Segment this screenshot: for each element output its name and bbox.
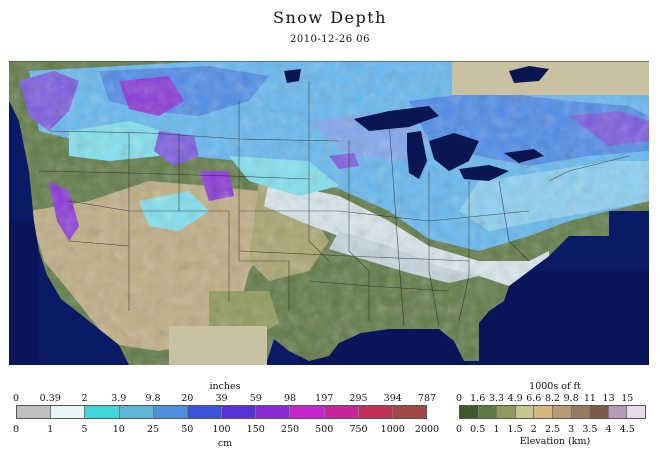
snow-bottom-tick-label: 25 [146, 424, 160, 435]
snow-swatch [392, 406, 427, 418]
snow-top-tick-label: 9.8 [145, 393, 161, 404]
elevation-swatch [497, 406, 516, 418]
elevation-swatch [627, 406, 645, 418]
elevation-colorbar [459, 405, 646, 419]
snow-top-tick-label: 295 [349, 393, 368, 404]
snow-top-tick-label: 2 [81, 393, 88, 404]
elevation-legend-label: Elevation (km) [519, 436, 591, 447]
snow-bottom-tick-label: 100 [212, 424, 231, 435]
snow-swatch [153, 406, 188, 418]
snow-depth-colorbar [16, 405, 427, 419]
elevation-top-tick-label: 4.9 [507, 393, 523, 404]
snow-bottom-tick-label: 500 [315, 424, 334, 435]
snow-bottom-tick-label: 1000 [380, 424, 405, 435]
elevation-top-tick-label: 15 [621, 393, 634, 404]
elevation-swatch [608, 406, 628, 418]
elevation-top-tick-label: 1.6 [470, 393, 486, 404]
snow-swatch [17, 406, 52, 418]
state-boundaries [38, 81, 630, 327]
snow-top-tick-label: 20 [181, 393, 194, 404]
elevation-bottom-tick-label: 0.5 [470, 424, 486, 435]
snow-bottom-tick-label: 5 [81, 424, 88, 435]
snow-bottom-tick-label: 0 [12, 424, 20, 435]
snow-top-tick-label: 0 [12, 393, 20, 404]
elevation-top-tick-label: 3.3 [488, 393, 504, 404]
elevation-bottom-tick-label: 4.5 [619, 424, 635, 435]
elevation-top-tick-label: 9.8 [563, 393, 579, 404]
elevation-bottom-tick-label: 0 [455, 424, 463, 435]
elevation-top-tick-label: 8.2 [544, 393, 561, 404]
elevation-swatch [534, 406, 553, 418]
snow-swatch [324, 406, 359, 418]
elevation-swatch [478, 406, 498, 418]
snow-depth-map [9, 61, 649, 365]
elevation-bottom-tick-label: 1.5 [507, 424, 523, 435]
elevation-bottom-tick-label: 2.5 [544, 424, 561, 435]
snow-swatch [51, 406, 86, 418]
snow-top-tick-label: 3.9 [111, 393, 127, 404]
snow-top-tick-label: 394 [383, 393, 402, 404]
elevation-bottom-tick-label: 3 [568, 424, 575, 435]
elevation-swatch [571, 406, 591, 418]
map-timestamp: 2010-12-26 06 [289, 34, 371, 45]
snow-top-tick-label: 197 [315, 393, 334, 404]
elevation-bottom-tick-label: 3.5 [582, 424, 598, 435]
snow-swatch [85, 406, 120, 418]
snow-swatch [187, 406, 223, 418]
snow-bottom-tick-label: 1 [47, 424, 54, 435]
elevation-top-tick-label: 6.6 [526, 393, 542, 404]
snow-swatch [119, 406, 154, 418]
elevation-top-tick-label: 13 [602, 393, 615, 404]
snow-bottom-tick-label: 10 [112, 424, 125, 435]
snow-bottom-tick-label: 2000 [414, 424, 440, 435]
snow-swatch [290, 406, 325, 418]
snow-legend-unit-cm: cm [217, 438, 233, 449]
elevation-legend-title: 1000s of ft [529, 381, 581, 392]
snow-swatch [358, 406, 393, 418]
snow-bottom-tick-label: 50 [181, 424, 194, 435]
elevation-top-tick-label: 11 [583, 393, 596, 404]
snow-top-tick-label: 0.39 [39, 393, 61, 404]
no-data-region [452, 61, 649, 95]
great-lakes [284, 66, 549, 181]
elevation-bottom-tick-label: 2 [530, 424, 537, 435]
snow-bottom-tick-label: 750 [349, 424, 368, 435]
map-title: Snow Depth [273, 8, 387, 27]
snow-top-tick-label: 59 [249, 393, 262, 404]
snow-bottom-tick-label: 150 [246, 424, 265, 435]
no-data-region-mexico [169, 326, 267, 365]
snow-swatch [222, 406, 257, 418]
elevation-bottom-tick-label: 4 [605, 424, 612, 435]
elevation-swatch [515, 406, 535, 418]
elevation-swatch [552, 406, 572, 418]
elevation-bottom-tick-label: 1 [493, 424, 500, 435]
elevation-swatch [460, 406, 479, 418]
snow-legend-title: inches [209, 381, 241, 392]
elevation-swatch [590, 406, 609, 418]
elevation-top-tick-label: 0 [455, 393, 463, 404]
snow-top-tick-label: 39 [215, 393, 228, 404]
snow-top-tick-label: 98 [283, 393, 297, 404]
snow-swatch [256, 406, 291, 418]
snow-top-tick-label: 787 [417, 393, 437, 404]
snow-bottom-tick-label: 250 [280, 424, 300, 435]
